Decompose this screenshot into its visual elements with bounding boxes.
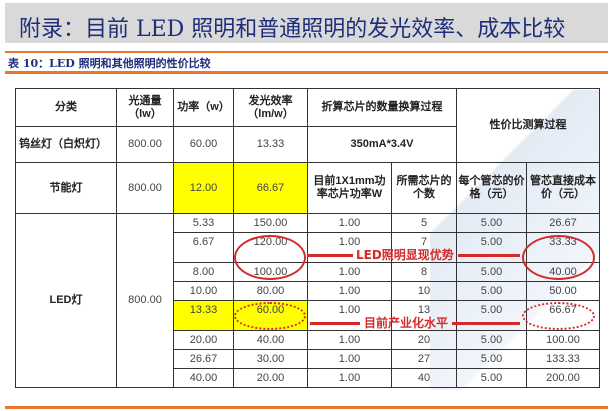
cell: 60.00 <box>173 126 234 163</box>
current-level-ellipse <box>234 301 306 330</box>
cell: 66.67 <box>233 162 308 214</box>
annotation-current: 目前产业化水平 <box>364 315 449 330</box>
cell: 13.33 <box>173 300 234 331</box>
header-chip-calc: 折算芯片的数量换算过程 <box>307 88 457 127</box>
cell: 1.00 <box>307 349 392 369</box>
cell: 20.00 <box>173 330 234 350</box>
header-category: 分类 <box>15 88 117 127</box>
cell: 5.00 <box>456 262 527 282</box>
cell: 5.00 <box>456 213 527 233</box>
led-row: LED灯 800.00 5.33 150.00 1.00 5 5.00 26.67 <box>15 213 600 388</box>
highlight-ellipse <box>234 234 306 280</box>
cell: 800.00 <box>116 162 174 214</box>
cell: 800.00 <box>116 213 174 388</box>
annotation-line <box>310 321 360 325</box>
cell: 10.00 <box>173 281 234 301</box>
divider <box>5 71 608 74</box>
cell: 40.00 <box>233 330 308 350</box>
cell: 40.00 <box>173 368 234 388</box>
row-led-name: LED灯 <box>15 213 117 388</box>
cell: 20.00 <box>233 368 308 388</box>
cell: 5.00 <box>456 368 527 388</box>
cell: 8.00 <box>173 262 234 282</box>
cell: 27 <box>391 349 457 369</box>
cell: 40 <box>391 368 457 388</box>
cell: 12.00 <box>173 162 234 214</box>
led-row: 40.00 20.00 1.00 40 5.00 200.00 <box>16 368 600 388</box>
cell: 5.00 <box>456 281 527 301</box>
header-flux: 光通量（lw） <box>116 88 174 127</box>
header-efficacy: 发光效率（lm/w） <box>233 88 308 127</box>
header-chip-price: 每个管芯的价格（元） <box>456 162 527 214</box>
cell: 1.00 <box>307 368 392 388</box>
led-row: 20.00 40.00 1.00 20 5.00 100.00 <box>16 330 600 350</box>
cell: 6.67 <box>173 232 234 263</box>
highlight-ellipse <box>522 234 595 280</box>
cell: 1.00 <box>307 262 392 282</box>
cell: 20 <box>391 330 457 350</box>
cell: 100.00 <box>526 330 600 350</box>
cell: 13.33 <box>233 126 308 163</box>
current-level-ellipse <box>522 301 595 330</box>
divider <box>5 51 608 53</box>
cell: 1.00 <box>307 330 392 350</box>
cell: 5 <box>391 213 457 233</box>
cell: 5.00 <box>456 232 527 263</box>
cell: 8 <box>391 262 457 282</box>
cell: 1.00 <box>307 213 392 233</box>
header-power: 功率（w） <box>173 88 234 127</box>
title-bar: 附录：目前 LED 照明和普通照明的发光效率、成本比较 <box>5 3 608 43</box>
cell: 5.00 <box>456 349 527 369</box>
header-direct-cost: 管芯直接成本价（元） <box>526 162 600 214</box>
header-chip-count: 所需芯片的个数 <box>391 162 457 214</box>
cell: 10 <box>391 281 457 301</box>
annotation-advantage: LED照明显现优势 <box>356 247 454 262</box>
page-title: 附录：目前 LED 照明和普通照明的发光效率、成本比较 <box>19 17 566 42</box>
cell: 26.67 <box>526 213 600 233</box>
annotation-line <box>457 253 520 257</box>
led-row: 26.67 30.00 1.00 27 5.00 133.33 <box>16 349 600 369</box>
cell: 800.00 <box>116 126 174 163</box>
annotation-line <box>307 253 353 257</box>
cell: 150.00 <box>233 213 308 233</box>
table-caption: 表 10：LED 照明和其他照明的性价比较 <box>8 57 211 70</box>
cell: 26.67 <box>173 349 234 369</box>
cell: 80.00 <box>233 281 308 301</box>
cell: 1.00 <box>307 300 392 331</box>
header-cost-calc: 性价比测算过程 <box>456 88 600 163</box>
cell: 50.00 <box>526 281 600 301</box>
cell: 5.00 <box>456 300 527 331</box>
cell: 1.00 <box>307 232 392 263</box>
divider <box>5 406 608 409</box>
cell: 5.33 <box>173 213 234 233</box>
cell: 1.00 <box>307 281 392 301</box>
cell: 133.33 <box>526 349 600 369</box>
annotation-line <box>452 321 520 325</box>
cell: 30.00 <box>233 349 308 369</box>
cell: 5.00 <box>456 330 527 350</box>
row-incandescent-name: 钨丝灯（白炽灯） <box>15 126 117 163</box>
cell: 200.00 <box>526 368 600 388</box>
comparison-table: 分类 光通量（lw） 功率（w） 发光效率（lm/w） 折算芯片的数量换算过程 … <box>15 88 600 388</box>
row-cfl-name: 节能灯 <box>15 162 117 214</box>
chip-spec: 350mA*3.4V <box>307 126 457 163</box>
header-chip-power: 目前1X1mm功率芯片功率W <box>307 162 392 214</box>
